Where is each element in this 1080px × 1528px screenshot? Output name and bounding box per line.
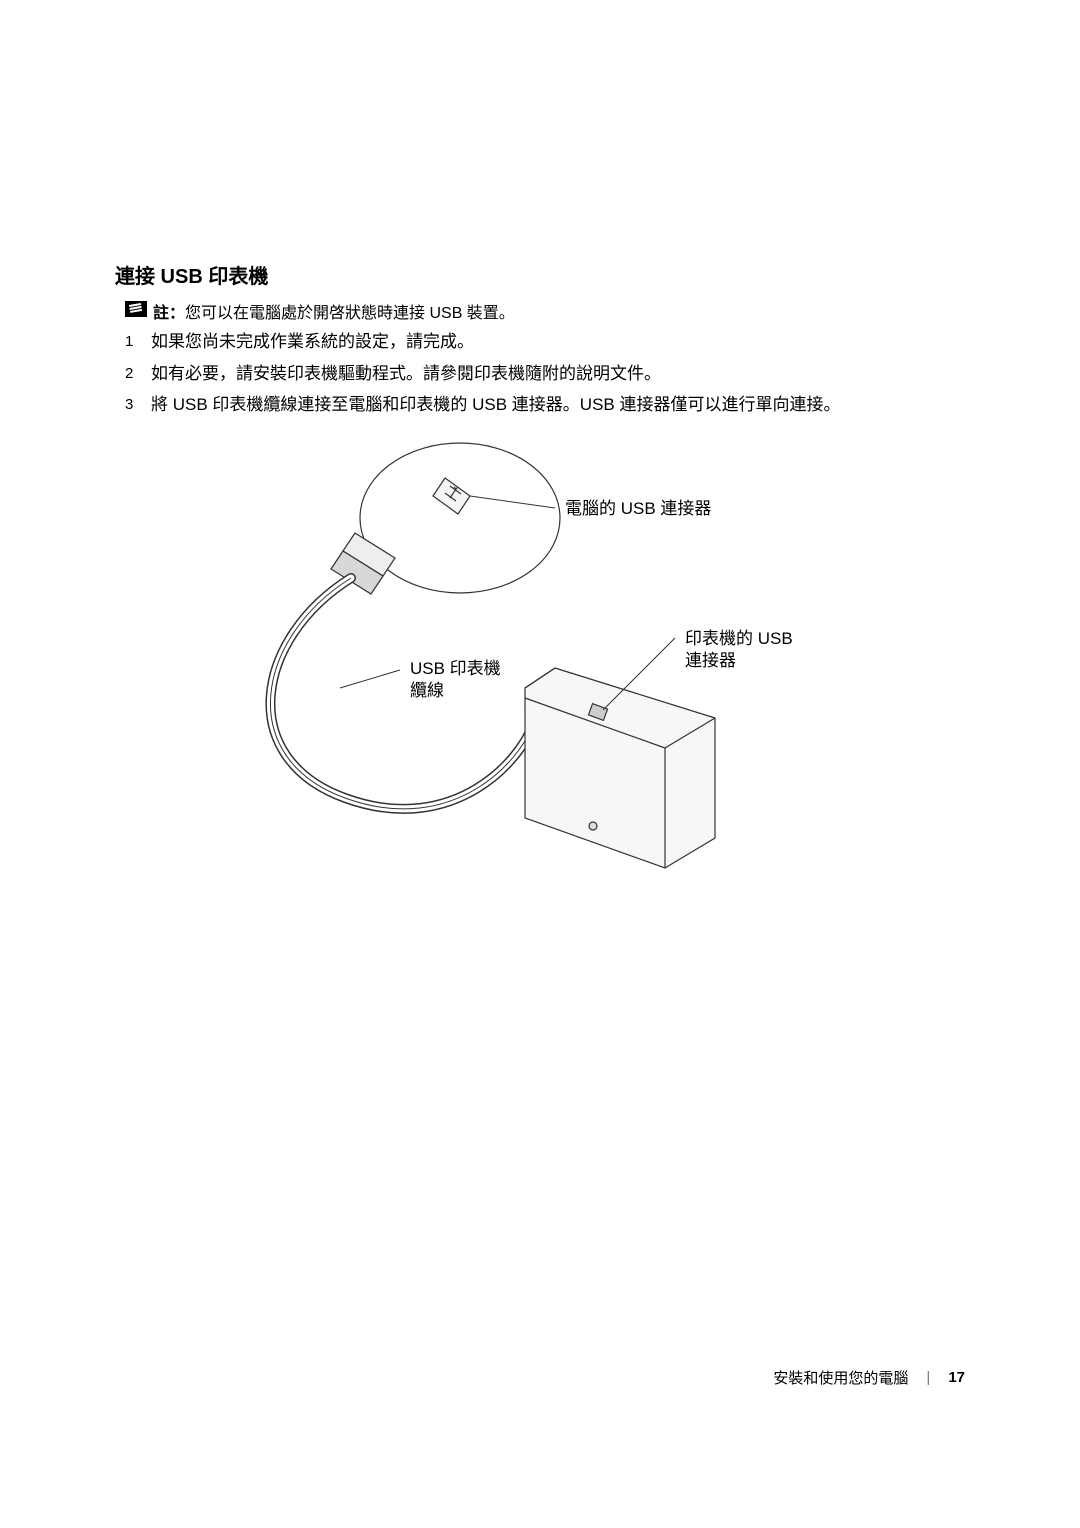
step-text: 將 USB 印表機纜線連接至電腦和印表機的 USB 連接器。USB 連接器僅可以… <box>151 392 965 418</box>
callout-text-line2: 連接器 <box>685 651 736 670</box>
callout-text-line1: USB 印表機 <box>410 659 501 678</box>
page-footer: 安裝和使用您的電腦 | 17 <box>773 1367 965 1388</box>
callout-text: 電腦的 USB 連接器 <box>565 499 711 518</box>
note-label: 註： <box>153 305 185 322</box>
document-page: 連接 USB 印表機 註：您可以在電腦處於開啓狀態時連接 USB 裝置。 1 如… <box>0 0 1080 898</box>
step-number: 2 <box>125 361 151 387</box>
step-number: 3 <box>125 392 151 418</box>
steps-list: 1 如果您尚未完成作業系統的設定，請完成。 2 如有必要，請安裝印表機驅動程式。… <box>115 329 965 418</box>
callout-computer-connector: 電腦的 USB 連接器 <box>565 498 711 520</box>
step-text: 如果您尚未完成作業系統的設定，請完成。 <box>151 329 965 355</box>
step-text: 如有必要，請安裝印表機驅動程式。請參閱印表機隨附的說明文件。 <box>151 361 965 387</box>
step-number: 1 <box>125 329 151 355</box>
callout-printer-connector: 印表機的 USB 連接器 <box>685 628 793 672</box>
note-text: 您可以在電腦處於開啓狀態時連接 USB 裝置。 <box>185 305 515 322</box>
callout-cable: USB 印表機 纜線 <box>410 658 501 702</box>
note-icon <box>125 301 147 317</box>
usb-cable-figure: 電腦的 USB 連接器 印表機的 USB 連接器 USB 印表機 纜線 <box>115 438 965 898</box>
footer-page-number: 17 <box>948 1369 965 1386</box>
step-item: 1 如果您尚未完成作業系統的設定，請完成。 <box>125 329 965 355</box>
footer-section-text: 安裝和使用您的電腦 <box>773 1367 908 1388</box>
step-item: 2 如有必要，請安裝印表機驅動程式。請參閱印表機隨附的說明文件。 <box>125 361 965 387</box>
step-item: 3 將 USB 印表機纜線連接至電腦和印表機的 USB 連接器。USB 連接器僅… <box>125 392 965 418</box>
footer-separator: | <box>926 1369 930 1386</box>
note-row: 註：您可以在電腦處於開啓狀態時連接 USB 裝置。 <box>115 299 965 323</box>
callout-text-line2: 纜線 <box>410 681 444 700</box>
section-title: 連接 USB 印表機 <box>115 260 965 289</box>
callout-text-line1: 印表機的 USB <box>685 629 793 648</box>
